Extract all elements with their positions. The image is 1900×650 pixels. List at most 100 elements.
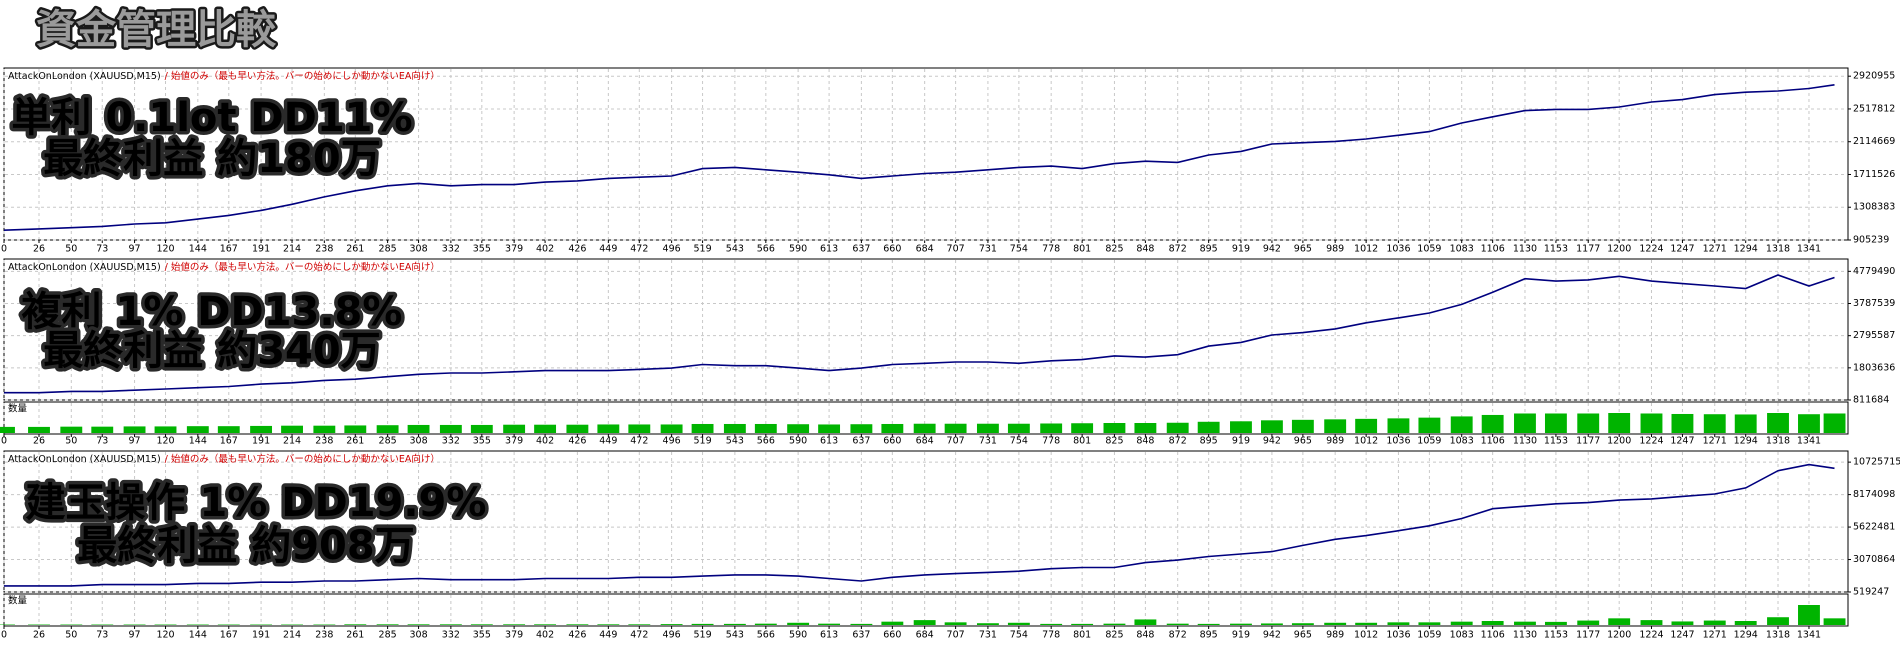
x-tick-label: 0 (1, 630, 7, 641)
x-tick-label: 1130 (1513, 436, 1537, 447)
volume-bar (281, 425, 303, 433)
x-tick-label: 754 (1010, 630, 1028, 641)
volume-bar (818, 623, 841, 625)
x-tick-label: 1271 (1703, 630, 1727, 641)
y-tick-label: 2114669 (1853, 136, 1895, 147)
x-tick-label: 613 (820, 436, 838, 447)
x-tick-label: 214 (283, 630, 301, 641)
x-tick-label: 355 (473, 244, 491, 255)
x-tick-label: 660 (883, 244, 901, 255)
x-tick-label: 1106 (1481, 436, 1505, 447)
x-tick-label: 1224 (1639, 244, 1663, 255)
volume-bar (1823, 413, 1846, 433)
x-tick-label: 1318 (1766, 436, 1790, 447)
x-tick-label: 637 (852, 436, 870, 447)
x-tick-label: 1012 (1354, 244, 1378, 255)
x-tick-label: 684 (916, 436, 934, 447)
volume-bar (1260, 623, 1283, 625)
x-tick-label: 1106 (1481, 630, 1505, 641)
x-tick-label: 1247 (1670, 630, 1694, 641)
volume-bar (1514, 621, 1536, 625)
x-tick-label: 496 (663, 436, 681, 447)
volume-bar (1798, 605, 1820, 625)
volume-bar (1103, 623, 1126, 625)
x-tick-label: 1153 (1544, 436, 1568, 447)
x-tick-label: 1200 (1607, 244, 1631, 255)
volume-bar (186, 426, 209, 433)
x-tick-label: 684 (916, 244, 934, 255)
x-tick-label: 379 (505, 244, 523, 255)
annotation: 最終利益 約180万 (43, 136, 380, 182)
volume-bar (1734, 414, 1757, 433)
x-tick-label: 1153 (1544, 630, 1568, 641)
volume-label: 数量 (8, 403, 28, 415)
volume-bar (818, 424, 841, 433)
x-tick-label: 1036 (1386, 436, 1410, 447)
x-tick-label: 97 (129, 436, 141, 447)
chart-title: AttackOnLondon (XAUUSD,M15) (8, 262, 161, 273)
x-tick-label: 848 (1136, 436, 1154, 447)
volume-bar (91, 426, 114, 433)
x-tick-label: 26 (33, 436, 45, 447)
x-tick-label: 566 (757, 244, 775, 255)
x-tick-label: 989 (1326, 436, 1344, 447)
volume-bar (1703, 414, 1726, 433)
volume-bar (313, 425, 336, 433)
x-tick-label: 472 (630, 630, 648, 641)
volume-bar (1007, 423, 1030, 433)
x-tick-label: 801 (1073, 630, 1091, 641)
volume-bar (597, 424, 620, 433)
y-tick-label: 5622481 (1853, 522, 1895, 533)
y-tick-label: 811684 (1853, 395, 1889, 406)
x-tick-label: 120 (156, 244, 174, 255)
x-tick-label: 379 (505, 436, 523, 447)
volume-bar (723, 423, 746, 433)
x-tick-label: 590 (789, 436, 807, 447)
x-tick-label: 872 (1169, 244, 1187, 255)
volume-bar (628, 624, 651, 625)
x-tick-label: 50 (65, 630, 77, 641)
volume-bar (1671, 621, 1694, 625)
volume-bar (913, 423, 936, 433)
annotation: 最終利益 約340万 (43, 328, 380, 374)
x-tick-label: 167 (220, 630, 238, 641)
volume-bar (470, 424, 493, 433)
x-tick-label: 308 (409, 630, 427, 641)
volume-bar (566, 624, 589, 625)
x-tick-label: 919 (1232, 244, 1250, 255)
x-tick-label: 238 (315, 630, 333, 641)
x-tick-label: 754 (1010, 436, 1028, 447)
volume-bar (1481, 621, 1504, 625)
x-tick-label: 238 (315, 244, 333, 255)
volume-bar (0, 426, 15, 433)
volume-bar (1640, 620, 1663, 625)
volume-bar (1166, 623, 1189, 625)
volume-bar (1703, 620, 1726, 625)
x-tick-label: 261 (346, 630, 364, 641)
volume-bar (154, 426, 177, 433)
x-tick-label: 191 (252, 630, 270, 641)
x-tick-label: 872 (1169, 436, 1187, 447)
y-tick-label: 519247 (1853, 587, 1889, 598)
volume-bar (407, 624, 430, 625)
x-tick-label: 731 (979, 630, 997, 641)
x-tick-label: 1341 (1797, 244, 1821, 255)
volume-bar (1544, 621, 1567, 625)
chart-header: AttackOnLondon (XAUUSD,M15) / 始値のみ（最も早い方法… (8, 261, 440, 273)
x-tick-label: 731 (979, 244, 997, 255)
volume-bar (1387, 418, 1410, 433)
volume-bar (407, 424, 430, 433)
volume-bar (1450, 621, 1473, 625)
y-tick-label: 905239 (1853, 235, 1889, 246)
volume-bar (944, 423, 967, 433)
x-tick-label: 261 (346, 244, 364, 255)
volume-bar (1767, 413, 1789, 433)
x-tick-label: 1294 (1734, 630, 1758, 641)
x-tick-label: 355 (473, 630, 491, 641)
x-tick-label: 1224 (1639, 436, 1663, 447)
x-tick-label: 1341 (1797, 436, 1821, 447)
volume-bar (376, 624, 399, 625)
x-tick-label: 144 (189, 630, 207, 641)
x-tick-label: 1224 (1639, 630, 1663, 641)
